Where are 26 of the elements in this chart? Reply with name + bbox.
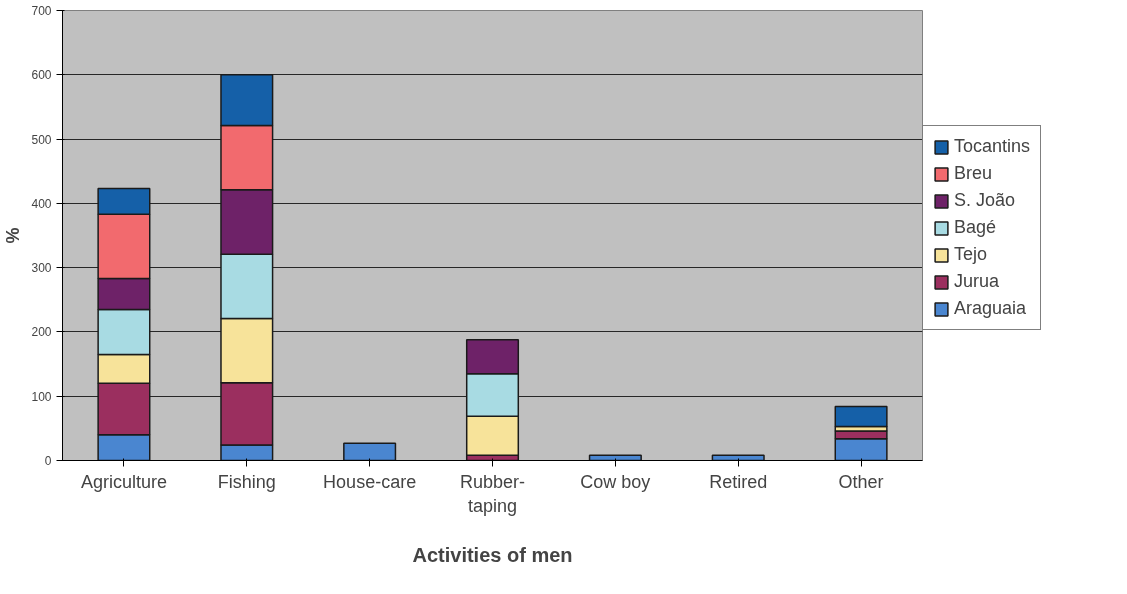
x-tick-label: House-care: [323, 471, 417, 492]
y-tick-label: 700: [31, 4, 52, 18]
bar: [343, 442, 397, 461]
y-tick-label: 200: [31, 325, 52, 340]
legend-label: Breu: [954, 163, 993, 184]
x-tick-label: Retired: [709, 471, 768, 492]
legend-label: Tocantins: [954, 136, 1031, 157]
y-tick-label: 400: [31, 196, 52, 211]
x-tick-label: Fishing: [217, 471, 276, 492]
y-tick-label: 300: [31, 261, 52, 276]
legend-label: Bagé: [954, 217, 997, 238]
bar: [834, 405, 888, 428]
legend-label: Jurua: [954, 271, 1000, 292]
x-tick-label: Agriculture: [80, 471, 167, 492]
x-tick-label: Cow boy: [580, 471, 651, 492]
y-tick-label: 600: [31, 68, 52, 83]
y-axis-title: %: [3, 227, 24, 244]
legend-label: S. João: [954, 190, 1016, 211]
y-tick-label: 500: [31, 132, 52, 147]
legend-label: Araguaia: [954, 298, 1027, 319]
legend-label: Tejo: [954, 244, 988, 265]
x-tick-label: Other: [838, 471, 884, 492]
y-tick-label: 0: [44, 454, 52, 468]
y-tick-label: 100: [31, 389, 52, 404]
x-axis-title: Activities of men: [412, 543, 573, 566]
x-tick-label: Rubber-taping: [459, 471, 526, 516]
